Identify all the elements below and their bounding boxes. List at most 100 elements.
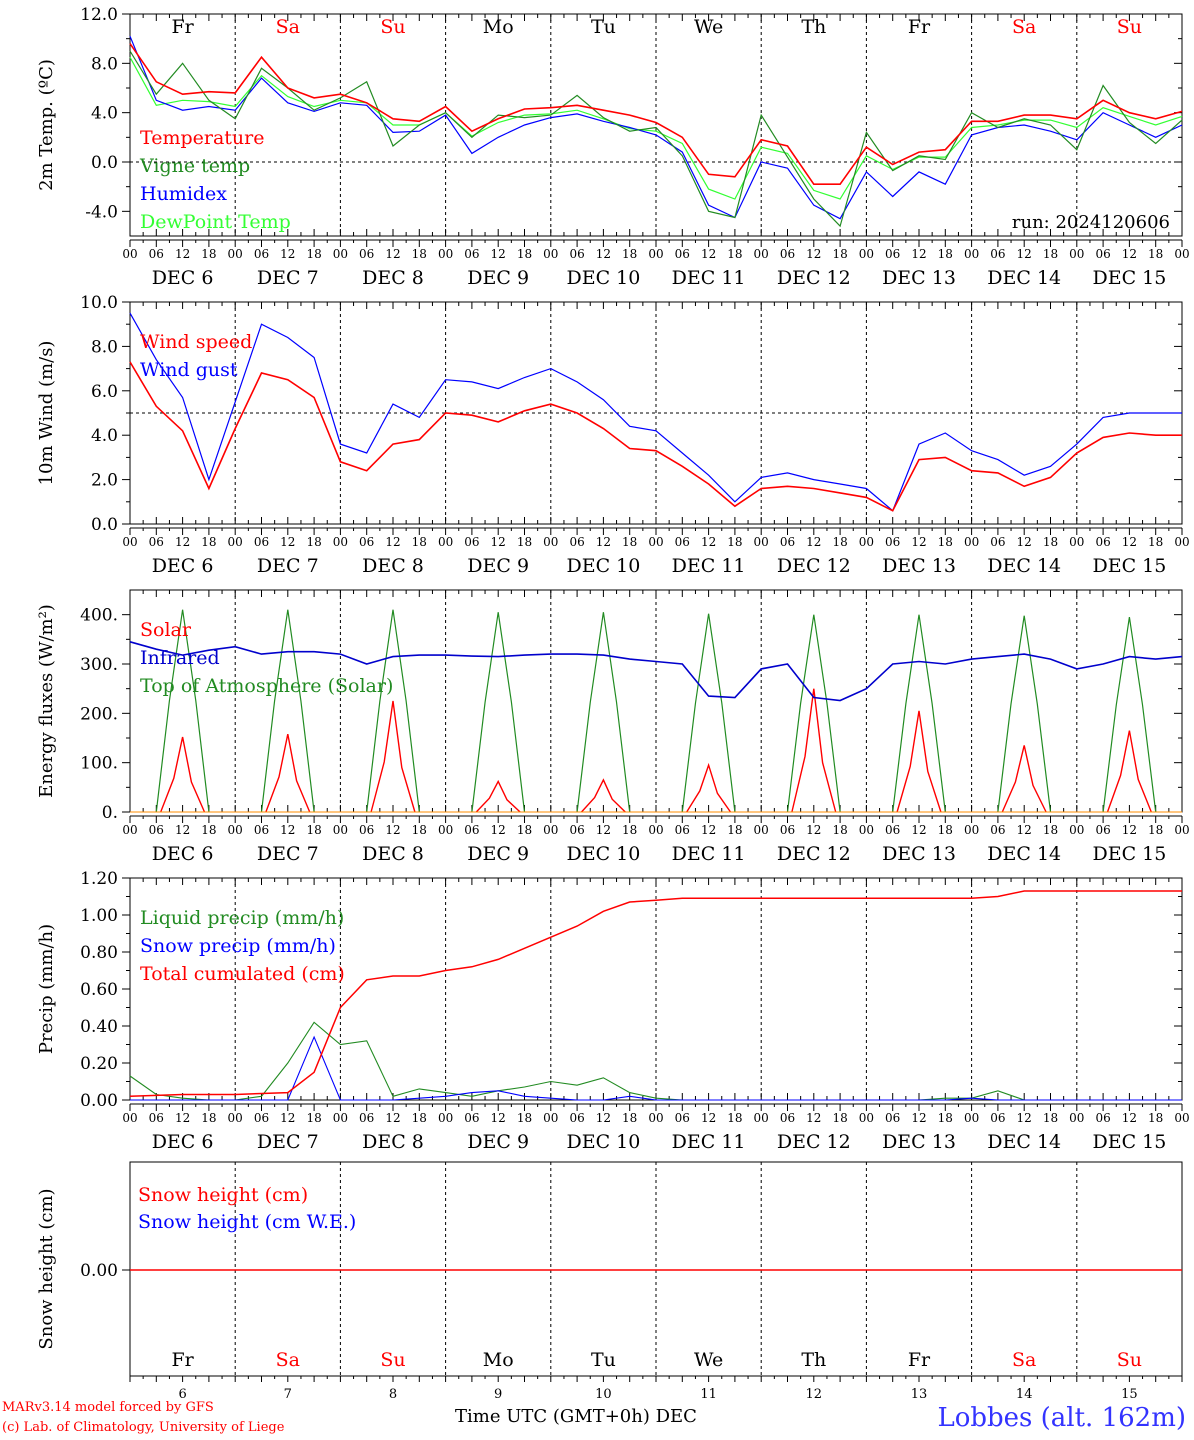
- series-wind-speed: [129, 361, 1182, 512]
- toa-solar-day: [1102, 617, 1157, 813]
- hour-label: 00: [122, 1111, 137, 1125]
- hour-label: 12: [806, 535, 821, 549]
- y-tick-label: 0.00: [80, 1091, 118, 1111]
- hour-label: 18: [832, 247, 847, 261]
- solar-day: [686, 762, 732, 813]
- toa-solar-day: [471, 612, 526, 813]
- hour-label: 00: [228, 823, 243, 837]
- hour-label: 06: [780, 1111, 795, 1125]
- hour-label: 12: [175, 535, 190, 549]
- hour-label: 00: [648, 535, 663, 549]
- hour-label: 12: [701, 247, 716, 261]
- time-axis-suffix: DEC: [655, 1406, 697, 1427]
- day-label: DEC 10: [566, 843, 640, 865]
- hour-label: 00: [228, 535, 243, 549]
- hour-label: 12: [491, 247, 506, 261]
- weekday-label-bottom: Sa: [1012, 1349, 1036, 1371]
- legend-infrared: Infrared: [140, 647, 220, 669]
- hour-label: 00: [543, 247, 558, 261]
- hour-label: 06: [780, 247, 795, 261]
- hour-label: 06: [780, 535, 795, 549]
- hour-label: 18: [1043, 1111, 1058, 1125]
- hour-label: 18: [306, 1111, 321, 1125]
- hour-label: 06: [464, 247, 479, 261]
- hour-label: 12: [1122, 535, 1137, 549]
- hour-label: 18: [622, 535, 637, 549]
- hour-label: 00: [859, 247, 874, 261]
- day-label: DEC 10: [566, 555, 640, 577]
- y-tick-label: 1.00: [80, 906, 118, 926]
- hour-label: 18: [306, 247, 321, 261]
- hour-label: 00: [648, 247, 663, 261]
- hour-label: 00: [754, 1111, 769, 1125]
- series-wind-gust: [129, 312, 1182, 512]
- hour-label: 12: [1122, 247, 1137, 261]
- y-tick-label: 8.0: [91, 54, 118, 74]
- hour-label: 06: [675, 1111, 690, 1125]
- weekday-label-bottom: Mo: [483, 1349, 514, 1371]
- hour-label: 12: [385, 1111, 400, 1125]
- hour-label: 06: [569, 823, 584, 837]
- day-label: DEC 7: [257, 555, 319, 577]
- hour-label: 12: [596, 247, 611, 261]
- weekday-label-bottom: Sa: [276, 1349, 300, 1371]
- day-label: DEC 15: [1092, 555, 1166, 577]
- hour-label: 12: [491, 823, 506, 837]
- hour-label: 00: [859, 535, 874, 549]
- hour-label: 06: [149, 1111, 164, 1125]
- hour-label: 18: [938, 823, 953, 837]
- hour-label: 12: [491, 1111, 506, 1125]
- model-credit: MARv3.14 model forced by GFS: [2, 1400, 214, 1415]
- hour-label: 12: [596, 823, 611, 837]
- hour-label: 06: [675, 535, 690, 549]
- hour-label: 18: [727, 535, 742, 549]
- hour-label: 06: [149, 535, 164, 549]
- day-label: DEC 11: [672, 843, 746, 865]
- series-snow-precip: [130, 1035, 1182, 1101]
- hour-label: 00: [1069, 535, 1084, 549]
- hour-label: 12: [596, 535, 611, 549]
- y-tick-label: 0.40: [80, 1017, 118, 1037]
- day-label: DEC 6: [152, 843, 214, 865]
- day-label: DEC 14: [987, 1131, 1061, 1153]
- y-tick-label: 200.: [80, 704, 118, 724]
- day-number: 13: [911, 1387, 928, 1402]
- hour-label: 06: [990, 1111, 1005, 1125]
- hour-label: 00: [754, 823, 769, 837]
- weekday-label-top: Fr: [908, 16, 931, 38]
- hour-label: 00: [964, 1111, 979, 1125]
- legend-snow-height: Snow height (cm): [138, 1184, 308, 1206]
- y-axis-label: Snow height (cm): [36, 1188, 57, 1349]
- y-tick-label: -4.0: [85, 202, 118, 222]
- toa-solar-day: [892, 614, 946, 813]
- hour-label: 06: [885, 247, 900, 261]
- toa-solar-day: [997, 615, 1052, 813]
- day-label: DEC 14: [987, 843, 1061, 865]
- time-axis-title: Time UTC (GMT+0h): [455, 1406, 650, 1427]
- panel-2: 00 06 12 18 00 06 12 18 00 06 12 18 00 06 12 18 00 06 12 18…: [36, 293, 1190, 577]
- hour-label: 00: [1174, 1111, 1189, 1125]
- hour-label: 06: [990, 247, 1005, 261]
- weekday-label-top: Fr: [171, 16, 194, 38]
- hour-label: 06: [254, 535, 269, 549]
- solar-day: [475, 779, 521, 813]
- toa-solar-day: [155, 609, 210, 813]
- hour-label: 12: [385, 247, 400, 261]
- solar-day: [160, 736, 206, 813]
- legend-wind-speed: Wind speed: [140, 331, 252, 353]
- hour-label: 12: [175, 823, 190, 837]
- hour-label: 12: [491, 535, 506, 549]
- hour-label: 12: [175, 247, 190, 261]
- solar-day: [791, 688, 837, 813]
- day-label: DEC 14: [987, 267, 1061, 289]
- y-tick-label: 0.60: [80, 980, 118, 1000]
- hour-label: 06: [254, 247, 269, 261]
- hour-label: 00: [1174, 247, 1189, 261]
- hour-label: 18: [306, 823, 321, 837]
- hour-label: 06: [569, 247, 584, 261]
- series-humidex: [129, 35, 1183, 220]
- hour-label: 06: [254, 823, 269, 837]
- hour-label: 18: [201, 1111, 216, 1125]
- panel-1: 00 06 12 18 00 06 12 18 00 06 12 18 00 06 12 18 00 06 12 18…: [36, 5, 1190, 289]
